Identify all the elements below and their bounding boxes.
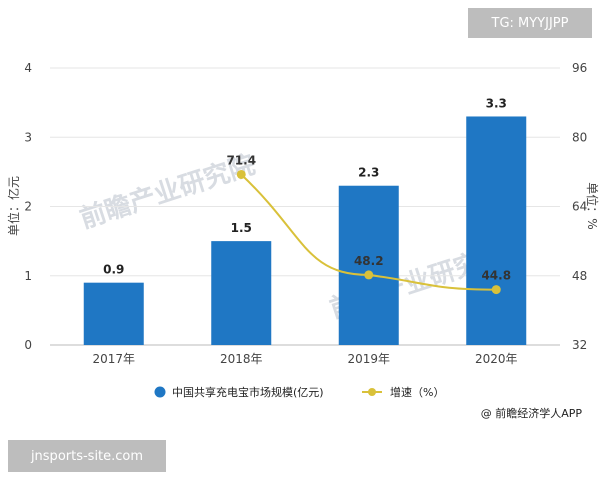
bar [338,185,399,345]
right-tick-label: 80 [572,130,587,144]
x-tick-label: 2018年 [220,352,263,366]
bar-data-label: 2.3 [358,166,379,180]
y-axis-title: 单位：亿元 [6,176,21,236]
legend-bar-label: 中国共享充电宝市场规模(亿元) [172,385,324,399]
line-point [491,285,501,295]
tag-watermark: TG: MYYJJPP [468,8,592,38]
bar [83,282,144,345]
bar [211,241,272,345]
line-point [236,169,246,179]
bar [466,116,527,345]
right-tick-label: 64 [572,200,587,214]
bar-data-label: 0.9 [103,263,124,277]
x-tick-label: 2019年 [347,352,390,366]
left-tick-label: 1 [24,269,32,283]
x-tick-label: 2017年 [92,352,135,366]
source-label: @ 前瞻经济学人APP [480,407,582,420]
y2-axis-title: 单位：% [585,182,600,229]
bar-data-label: 3.3 [486,96,507,110]
left-tick-label: 2 [24,200,32,214]
left-tick-label: 4 [24,61,32,75]
bar-data-label: 1.5 [231,221,252,235]
site-watermark: jnsports-site.com [8,440,166,472]
line-point [364,270,374,280]
right-tick-label: 32 [572,338,587,352]
line-data-label: 48.2 [354,254,384,268]
right-tick-label: 48 [572,269,587,283]
left-tick-label: 3 [24,130,32,144]
legend-bar-marker [154,386,166,398]
right-tick-label: 96 [572,61,587,75]
legend-line-label: 增速（%） [390,385,444,399]
legend-line-dot [368,388,376,396]
line-data-label: 44.8 [481,269,511,283]
line-data-label: 71.4 [226,153,256,167]
left-tick-label: 0 [24,338,32,352]
x-tick-label: 2020年 [475,352,518,366]
